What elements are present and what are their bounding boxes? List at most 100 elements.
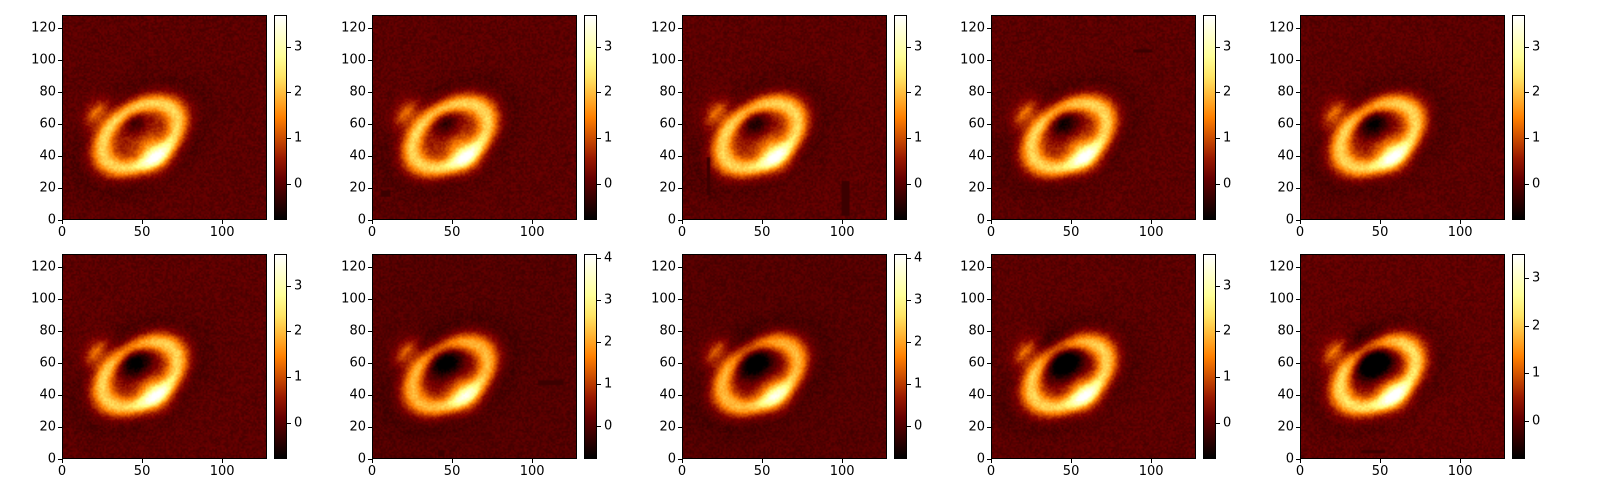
colorbar-tick-mark (1216, 183, 1220, 185)
heatmap-image (992, 255, 1195, 458)
y-tick-label: 100 (960, 291, 985, 307)
x-tick-mark (1380, 220, 1382, 224)
heatmap-axes (991, 15, 1196, 220)
y-tick-mark (368, 459, 372, 460)
y-tick-label: 0 (357, 212, 366, 228)
heatmap-axes (372, 254, 577, 459)
y-tick-label: 100 (31, 291, 56, 307)
y-tick-label: 40 (349, 148, 366, 164)
y-tick-label: 60 (968, 355, 985, 371)
colorbar-tick-mark (287, 285, 291, 287)
x-tick-mark (682, 459, 683, 463)
y-tick-label: 60 (1277, 116, 1294, 132)
x-tick-label: 50 (1062, 464, 1080, 479)
colorbar-tick-mark (1525, 277, 1529, 279)
y-tick-label: 80 (1277, 323, 1294, 339)
colorbar-tick-label: 2 (914, 84, 923, 100)
y-tick-label: 40 (1277, 387, 1294, 403)
heatmap-axes (682, 254, 887, 459)
y-tick-label: 80 (349, 84, 366, 100)
colorbar-tick-mark (907, 183, 911, 185)
y-tick-mark (1296, 266, 1300, 268)
y-tick-label: 100 (1269, 52, 1294, 68)
heatmap-image (992, 16, 1195, 219)
x-tick-mark (372, 220, 373, 224)
y-tick-label: 80 (968, 84, 985, 100)
colorbar-tick-mark (597, 92, 601, 94)
y-tick-label: 20 (968, 180, 985, 196)
colorbar-tick-mark (597, 183, 601, 185)
colorbar-tick-label: 3 (914, 39, 923, 55)
x-tick-label: 0 (367, 225, 377, 240)
y-tick-label: 60 (349, 116, 366, 132)
y-tick-mark (987, 220, 991, 221)
y-tick-mark (58, 266, 62, 268)
colorbar (1203, 15, 1216, 220)
y-tick-mark (368, 91, 372, 93)
colorbar-tick-label: 2 (1223, 84, 1232, 100)
y-tick-label: 60 (968, 116, 985, 132)
x-tick-mark (452, 220, 454, 224)
y-tick-mark (368, 187, 372, 189)
heatmap-image (683, 255, 886, 458)
x-tick-label: 0 (57, 464, 67, 479)
y-tick-mark (987, 394, 991, 396)
colorbar-tick-mark (1216, 331, 1220, 333)
y-tick-label: 120 (1269, 20, 1294, 36)
colorbar-tick-label: 3 (604, 292, 613, 308)
y-tick-mark (368, 266, 372, 268)
colorbar-tick-label: 3 (914, 292, 923, 308)
colorbar-tick-label: 0 (914, 418, 923, 434)
x-tick-mark (532, 220, 534, 224)
colorbar (1203, 254, 1216, 459)
y-tick-mark (987, 459, 991, 460)
x-tick-mark (62, 220, 63, 224)
colorbar-tick-mark (287, 46, 291, 48)
y-tick-label: 20 (1277, 180, 1294, 196)
y-tick-mark (987, 362, 991, 364)
y-tick-label: 40 (659, 148, 676, 164)
y-tick-mark (368, 330, 372, 332)
x-tick-label: 0 (367, 464, 377, 479)
y-tick-label: 120 (341, 259, 366, 275)
y-tick-label: 40 (349, 387, 366, 403)
colorbar-tick-label: 1 (1532, 365, 1541, 381)
colorbar (274, 254, 287, 459)
colorbar-tick-mark (1525, 325, 1529, 327)
y-tick-mark (58, 59, 62, 61)
y-tick-label: 80 (1277, 84, 1294, 100)
y-tick-mark (58, 27, 62, 29)
x-tick-mark (1300, 459, 1301, 463)
y-tick-mark (1296, 123, 1300, 125)
y-tick-mark (1296, 220, 1300, 221)
x-tick-label: 100 (519, 464, 545, 479)
colorbar-tick-mark (1216, 422, 1220, 424)
y-tick-label: 0 (976, 212, 985, 228)
x-tick-label: 50 (1371, 225, 1389, 240)
y-tick-mark (1296, 459, 1300, 460)
colorbar-tick-mark (907, 425, 911, 427)
colorbar-tick-label: 0 (1532, 413, 1541, 429)
colorbar-tick-label: 0 (1223, 415, 1232, 431)
colorbar-tick-label: 0 (914, 176, 923, 192)
y-tick-label: 100 (31, 52, 56, 68)
y-tick-mark (987, 155, 991, 157)
colorbar-tick-mark (597, 46, 601, 48)
y-tick-label: 20 (349, 419, 366, 435)
y-tick-label: 60 (1277, 355, 1294, 371)
y-tick-mark (58, 220, 62, 221)
heatmap-image (63, 255, 266, 458)
x-tick-mark (532, 459, 534, 463)
y-tick-label: 80 (39, 84, 56, 100)
y-tick-mark (368, 59, 372, 61)
y-tick-label: 0 (47, 212, 56, 228)
x-tick-label: 50 (753, 464, 771, 479)
y-tick-mark (987, 59, 991, 61)
y-tick-label: 100 (960, 52, 985, 68)
heatmap-image (1301, 255, 1504, 458)
heatmap-axes (62, 254, 267, 459)
colorbar-tick-mark (1525, 183, 1529, 185)
x-tick-mark (222, 459, 224, 463)
colorbar-tick-mark (1525, 138, 1529, 139)
